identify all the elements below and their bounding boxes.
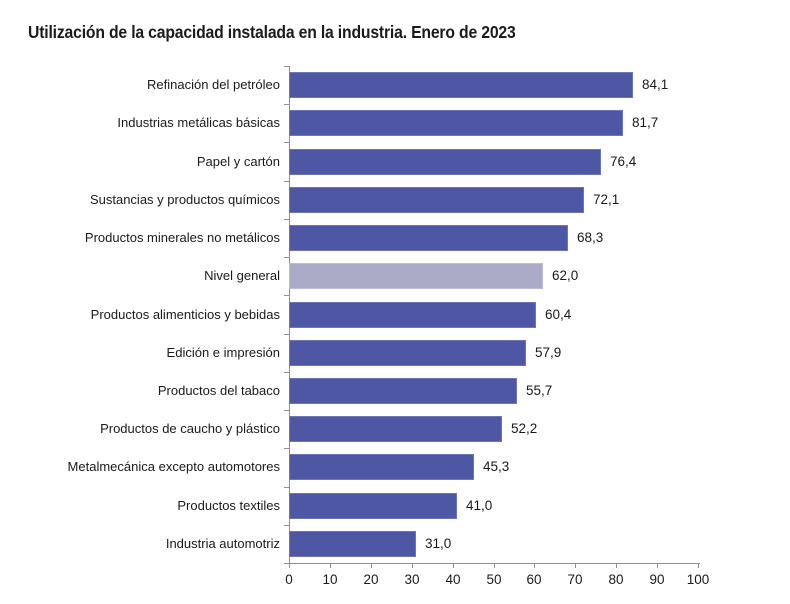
x-axis-tick-label: 80: [608, 572, 624, 587]
x-axis-tick: [534, 564, 535, 568]
category-label: Sustancias y productos químicos: [89, 192, 280, 207]
bar: [289, 454, 474, 480]
category-label: Industria automotriz: [165, 536, 280, 551]
x-axis-tick-label: 20: [363, 572, 379, 587]
bar-nivel-general: [289, 263, 543, 289]
y-axis-tick: [284, 142, 289, 143]
y-axis-tick: [284, 563, 289, 564]
y-axis-tick: [284, 525, 289, 526]
x-axis-tick: [698, 564, 699, 568]
value-label: 57,9: [535, 345, 562, 360]
x-axis-tick: [330, 564, 331, 568]
y-axis-tick: [284, 448, 289, 449]
value-label: 84,1: [642, 77, 669, 92]
y-axis-tick: [284, 334, 289, 335]
x-axis-tick-label: 40: [445, 572, 461, 587]
bar: [289, 531, 416, 557]
value-label: 31,0: [425, 536, 452, 551]
x-axis-tick: [575, 564, 576, 568]
x-axis-tick-label: 90: [649, 572, 665, 587]
x-axis-tick: [657, 564, 658, 568]
x-axis-tick-label: 30: [404, 572, 420, 587]
category-label: Industrias metálicas básicas: [117, 115, 280, 130]
value-label: 81,7: [632, 115, 659, 130]
category-label: Productos alimenticios y bebidas: [90, 307, 280, 322]
x-axis-tick: [371, 564, 372, 568]
category-label: Edición e impresión: [166, 345, 280, 360]
category-label: Productos de caucho y plástico: [100, 421, 280, 436]
bar: [289, 110, 623, 136]
value-label: 55,7: [526, 383, 553, 398]
bar: [289, 72, 633, 98]
category-label: Refinación del petróleo: [147, 77, 280, 92]
category-label: Productos del tabaco: [157, 383, 280, 398]
x-axis-tick: [412, 564, 413, 568]
x-axis-tick-label: 100: [686, 572, 710, 587]
y-axis-tick: [284, 487, 289, 488]
x-axis-tick-label: 10: [322, 572, 338, 587]
category-label: Papel y cartón: [196, 154, 280, 169]
value-label: 62,0: [552, 268, 579, 283]
value-label: 76,4: [610, 154, 637, 169]
value-label: 68,3: [577, 230, 604, 245]
y-axis-tick: [284, 181, 289, 182]
bar: [289, 340, 526, 366]
y-axis-tick: [284, 295, 289, 296]
x-axis-tick: [453, 564, 454, 568]
y-axis-tick: [284, 257, 289, 258]
bar: [289, 187, 584, 213]
value-label: 41,0: [466, 498, 493, 513]
y-axis-tick: [284, 219, 289, 220]
y-axis-tick: [284, 104, 289, 105]
category-label: Productos minerales no metálicos: [84, 230, 280, 245]
bar: [289, 302, 536, 328]
value-label: 45,3: [483, 459, 510, 474]
category-label: Metalmecánica excepto automotores: [67, 459, 280, 474]
chart-title: Utilización de la capacidad instalada en…: [28, 22, 516, 42]
y-axis-tick: [284, 410, 289, 411]
value-label: 72,1: [593, 192, 620, 207]
x-axis-tick-label: 60: [526, 572, 542, 587]
x-axis-tick: [289, 564, 290, 568]
bar: [289, 416, 502, 442]
y-axis-tick: [284, 66, 289, 67]
value-label: 52,2: [511, 421, 538, 436]
x-axis-tick-label: 50: [486, 572, 502, 587]
bar: [289, 149, 601, 175]
category-label: Nivel general: [204, 268, 280, 283]
x-axis-tick-label: 70: [567, 572, 583, 587]
bar: [289, 378, 517, 404]
x-axis-tick: [494, 564, 495, 568]
x-axis-tick-label: 0: [285, 572, 293, 587]
x-axis-tick: [616, 564, 617, 568]
category-label: Productos textiles: [177, 498, 280, 513]
x-axis-line: [287, 563, 700, 564]
y-axis-tick: [284, 372, 289, 373]
value-label: 60,4: [545, 307, 572, 322]
bar: [289, 493, 457, 519]
bar: [289, 225, 568, 251]
